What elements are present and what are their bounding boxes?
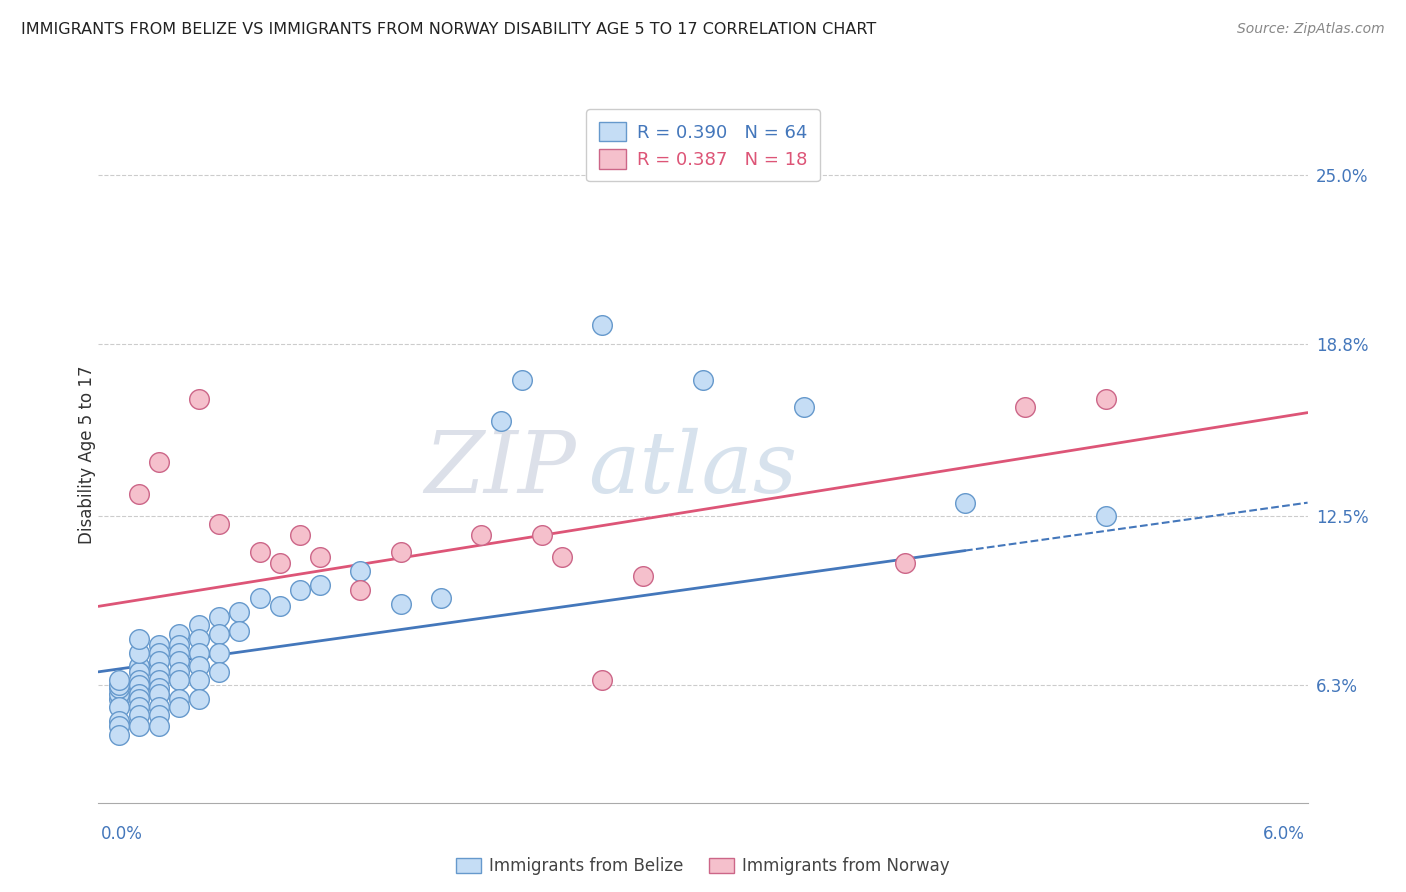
Point [893,556,915,570]
Point [167,665,190,679]
Point [1014,400,1036,414]
Legend: Immigrants from Belize, Immigrants from Norway: Immigrants from Belize, Immigrants from … [450,851,956,882]
Point [107,700,129,714]
Text: ZIP: ZIP [425,427,576,510]
Point [228,605,250,619]
Point [128,687,150,701]
Point [288,582,311,597]
Point [128,719,150,733]
Point [591,673,613,687]
Point [551,550,574,565]
Point [148,455,170,469]
Point [793,400,815,414]
Y-axis label: Disability Age 5 to 17: Disability Age 5 to 17 [79,366,96,544]
Point [128,673,150,687]
Point [208,646,231,660]
Point [148,646,170,660]
Point [208,665,231,679]
Point [470,528,492,542]
Point [148,673,170,687]
Point [188,632,211,646]
Point [1095,509,1118,524]
Point [148,638,170,652]
Point [510,373,533,387]
Point [188,392,211,406]
Text: 6.0%: 6.0% [1263,825,1305,843]
Legend: R = 0.390   N = 64, R = 0.387   N = 18: R = 0.390 N = 64, R = 0.387 N = 18 [586,109,820,181]
Point [269,599,291,614]
Point [188,673,211,687]
Point [148,700,170,714]
Point [167,646,190,660]
Point [167,700,190,714]
Point [188,646,211,660]
Point [107,673,129,687]
Point [1095,392,1118,406]
Point [107,719,129,733]
Text: 0.0%: 0.0% [101,825,143,843]
Point [128,487,150,501]
Point [128,678,150,692]
Point [107,692,129,706]
Point [167,673,190,687]
Point [167,626,190,640]
Point [107,714,129,728]
Point [309,577,332,591]
Point [389,545,412,559]
Point [188,692,211,706]
Text: atlas: atlas [588,427,797,510]
Point [188,659,211,673]
Point [208,517,231,532]
Point [530,528,553,542]
Point [288,528,311,542]
Point [208,626,231,640]
Point [309,550,332,565]
Point [349,582,371,597]
Point [148,681,170,696]
Point [107,728,129,742]
Point [491,414,513,428]
Point [228,624,250,638]
Text: Source: ZipAtlas.com: Source: ZipAtlas.com [1237,22,1385,37]
Point [208,610,231,624]
Point [148,665,170,679]
Point [128,700,150,714]
Point [107,681,129,696]
Point [107,687,129,701]
Text: IMMIGRANTS FROM BELIZE VS IMMIGRANTS FROM NORWAY DISABILITY AGE 5 TO 17 CORRELAT: IMMIGRANTS FROM BELIZE VS IMMIGRANTS FRO… [21,22,876,37]
Point [107,678,129,692]
Point [692,373,714,387]
Point [631,569,654,583]
Point [167,638,190,652]
Point [128,632,150,646]
Point [249,591,271,606]
Point [167,654,190,668]
Point [128,659,150,673]
Point [188,618,211,632]
Point [591,318,613,333]
Point [128,646,150,660]
Point [389,597,412,611]
Point [148,719,170,733]
Point [430,591,453,606]
Point [167,692,190,706]
Point [148,654,170,668]
Point [128,708,150,723]
Point [148,687,170,701]
Point [128,665,150,679]
Point [249,545,271,559]
Point [148,708,170,723]
Point [349,564,371,578]
Point [953,496,976,510]
Point [128,692,150,706]
Point [269,556,291,570]
